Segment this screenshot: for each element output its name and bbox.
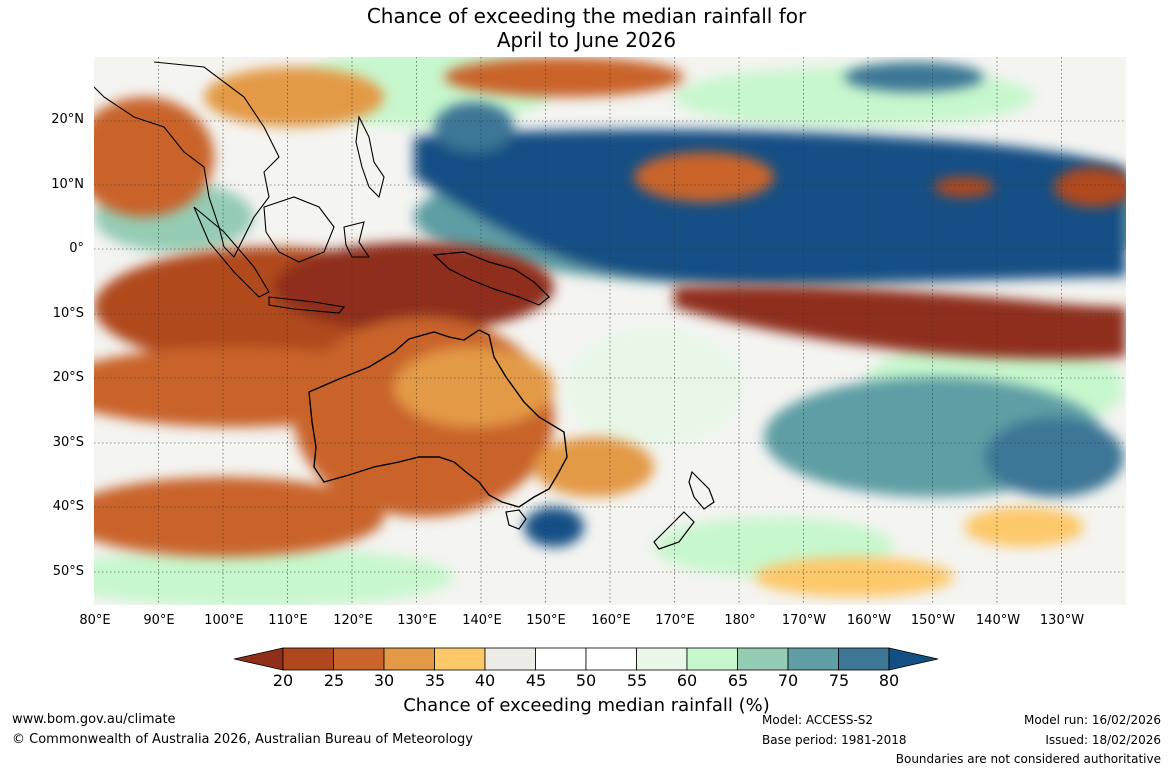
colorbar-tick: 50 <box>575 671 597 690</box>
colorbar-tick: 30 <box>373 671 395 690</box>
colorbar-tick: 20 <box>272 671 294 690</box>
colorbar-swatch <box>737 647 789 671</box>
copyright-text: © Commonwealth of Australia 2026, Austra… <box>12 732 473 747</box>
title-line-1: Chance of exceeding the median rainfall … <box>366 4 807 28</box>
colorbar-tick: 45 <box>525 671 547 690</box>
colorbar-tick: 25 <box>323 671 345 690</box>
rainfall-map-svg <box>94 57 1126 605</box>
lon-label-160e: 160°E <box>591 613 631 628</box>
java-coastline <box>268 296 346 314</box>
colorbar-swatches <box>234 647 939 671</box>
dry-signal <box>94 57 1126 597</box>
colorbar-extend-high <box>888 647 939 671</box>
lat-label-40s: 40°S <box>52 499 84 514</box>
title-line-2: April to June 2026 <box>496 28 677 52</box>
colorbar-swatch <box>484 647 536 671</box>
new-guinea-coastline <box>432 251 550 306</box>
lon-label-80e: 80°E <box>79 613 111 628</box>
website-link[interactable]: www.bom.gov.au/climate <box>12 712 176 727</box>
colorbar-title: Chance of exceeding median rainfall (%) <box>403 695 770 716</box>
lon-label-160w: 160°W <box>846 613 892 628</box>
lon-label-150w: 150°W <box>910 613 956 628</box>
lat-label-10s: 10°S <box>52 306 84 321</box>
australia-coastline <box>308 329 568 508</box>
colorbar-swatch <box>434 647 486 671</box>
sulawesi-coastline <box>343 221 371 258</box>
lat-label-10n: 10°N <box>51 177 84 192</box>
colorbar <box>234 647 939 671</box>
new-zealand-coastline <box>653 470 715 550</box>
colorbar-tick: 80 <box>878 671 900 690</box>
model-run-text: Model run: 16/02/2026 <box>1023 713 1161 727</box>
lat-label-50s: 50°S <box>52 564 84 579</box>
lon-label-140w: 140°W <box>975 613 1021 628</box>
colorbar-swatch <box>787 647 839 671</box>
lon-label-120e: 120°E <box>333 613 373 628</box>
disclaimer-text: Boundaries are not considered authoritat… <box>895 752 1161 766</box>
rainfall-map <box>94 57 1126 605</box>
lon-label-100e: 100°E <box>204 613 244 628</box>
colorbar-swatch <box>636 647 688 671</box>
colorbar-tick: 60 <box>676 671 698 690</box>
lon-label-130w: 130°W <box>1039 613 1085 628</box>
tasmania-coastline <box>505 509 527 530</box>
lon-label-170e: 170°E <box>655 613 695 628</box>
lon-label-180: 180° <box>724 613 756 628</box>
colorbar-extend-low <box>234 647 284 671</box>
lon-label-140e: 140°E <box>462 613 502 628</box>
philippines-coastline <box>355 115 385 199</box>
lat-label-20s: 20°S <box>52 370 84 385</box>
model-text: Model: ACCESS-S2 <box>762 713 874 727</box>
colorbar-tick: 75 <box>828 671 850 690</box>
lon-label-130e: 130°E <box>397 613 437 628</box>
colorbar-swatch <box>282 647 334 671</box>
se-asia-coastline <box>94 61 280 258</box>
lat-label-30s: 30°S <box>52 435 84 450</box>
colorbar-tick: 40 <box>474 671 496 690</box>
lon-label-150e: 150°E <box>526 613 566 628</box>
colorbar-tick: 65 <box>727 671 749 690</box>
base-period-text: Base period: 1981-2018 <box>762 733 907 747</box>
lat-label-0: 0° <box>69 241 84 256</box>
colorbar-swatch <box>383 647 435 671</box>
colorbar-tick: 55 <box>626 671 648 690</box>
colorbar-swatch <box>686 647 738 671</box>
colorbar-tick: 70 <box>777 671 799 690</box>
graticule <box>94 57 1126 605</box>
lon-label-110e: 110°E <box>268 613 308 628</box>
lon-label-170w: 170°W <box>781 613 827 628</box>
lon-label-90e: 90°E <box>143 613 175 628</box>
borneo-coastline <box>263 196 335 263</box>
map-title: Chance of exceeding the median rainfall … <box>0 4 1173 52</box>
colorbar-swatch <box>838 647 890 671</box>
issued-text: Issued: 18/02/2026 <box>1045 733 1161 747</box>
colorbar-swatch <box>333 647 385 671</box>
colorbar-tick: 35 <box>424 671 446 690</box>
wet-signal-strong <box>414 62 1126 547</box>
sumatra-coastline <box>193 206 270 298</box>
colorbar-swatch <box>535 647 587 671</box>
colorbar-swatch <box>585 647 637 671</box>
lat-label-20n: 20°N <box>51 112 84 127</box>
